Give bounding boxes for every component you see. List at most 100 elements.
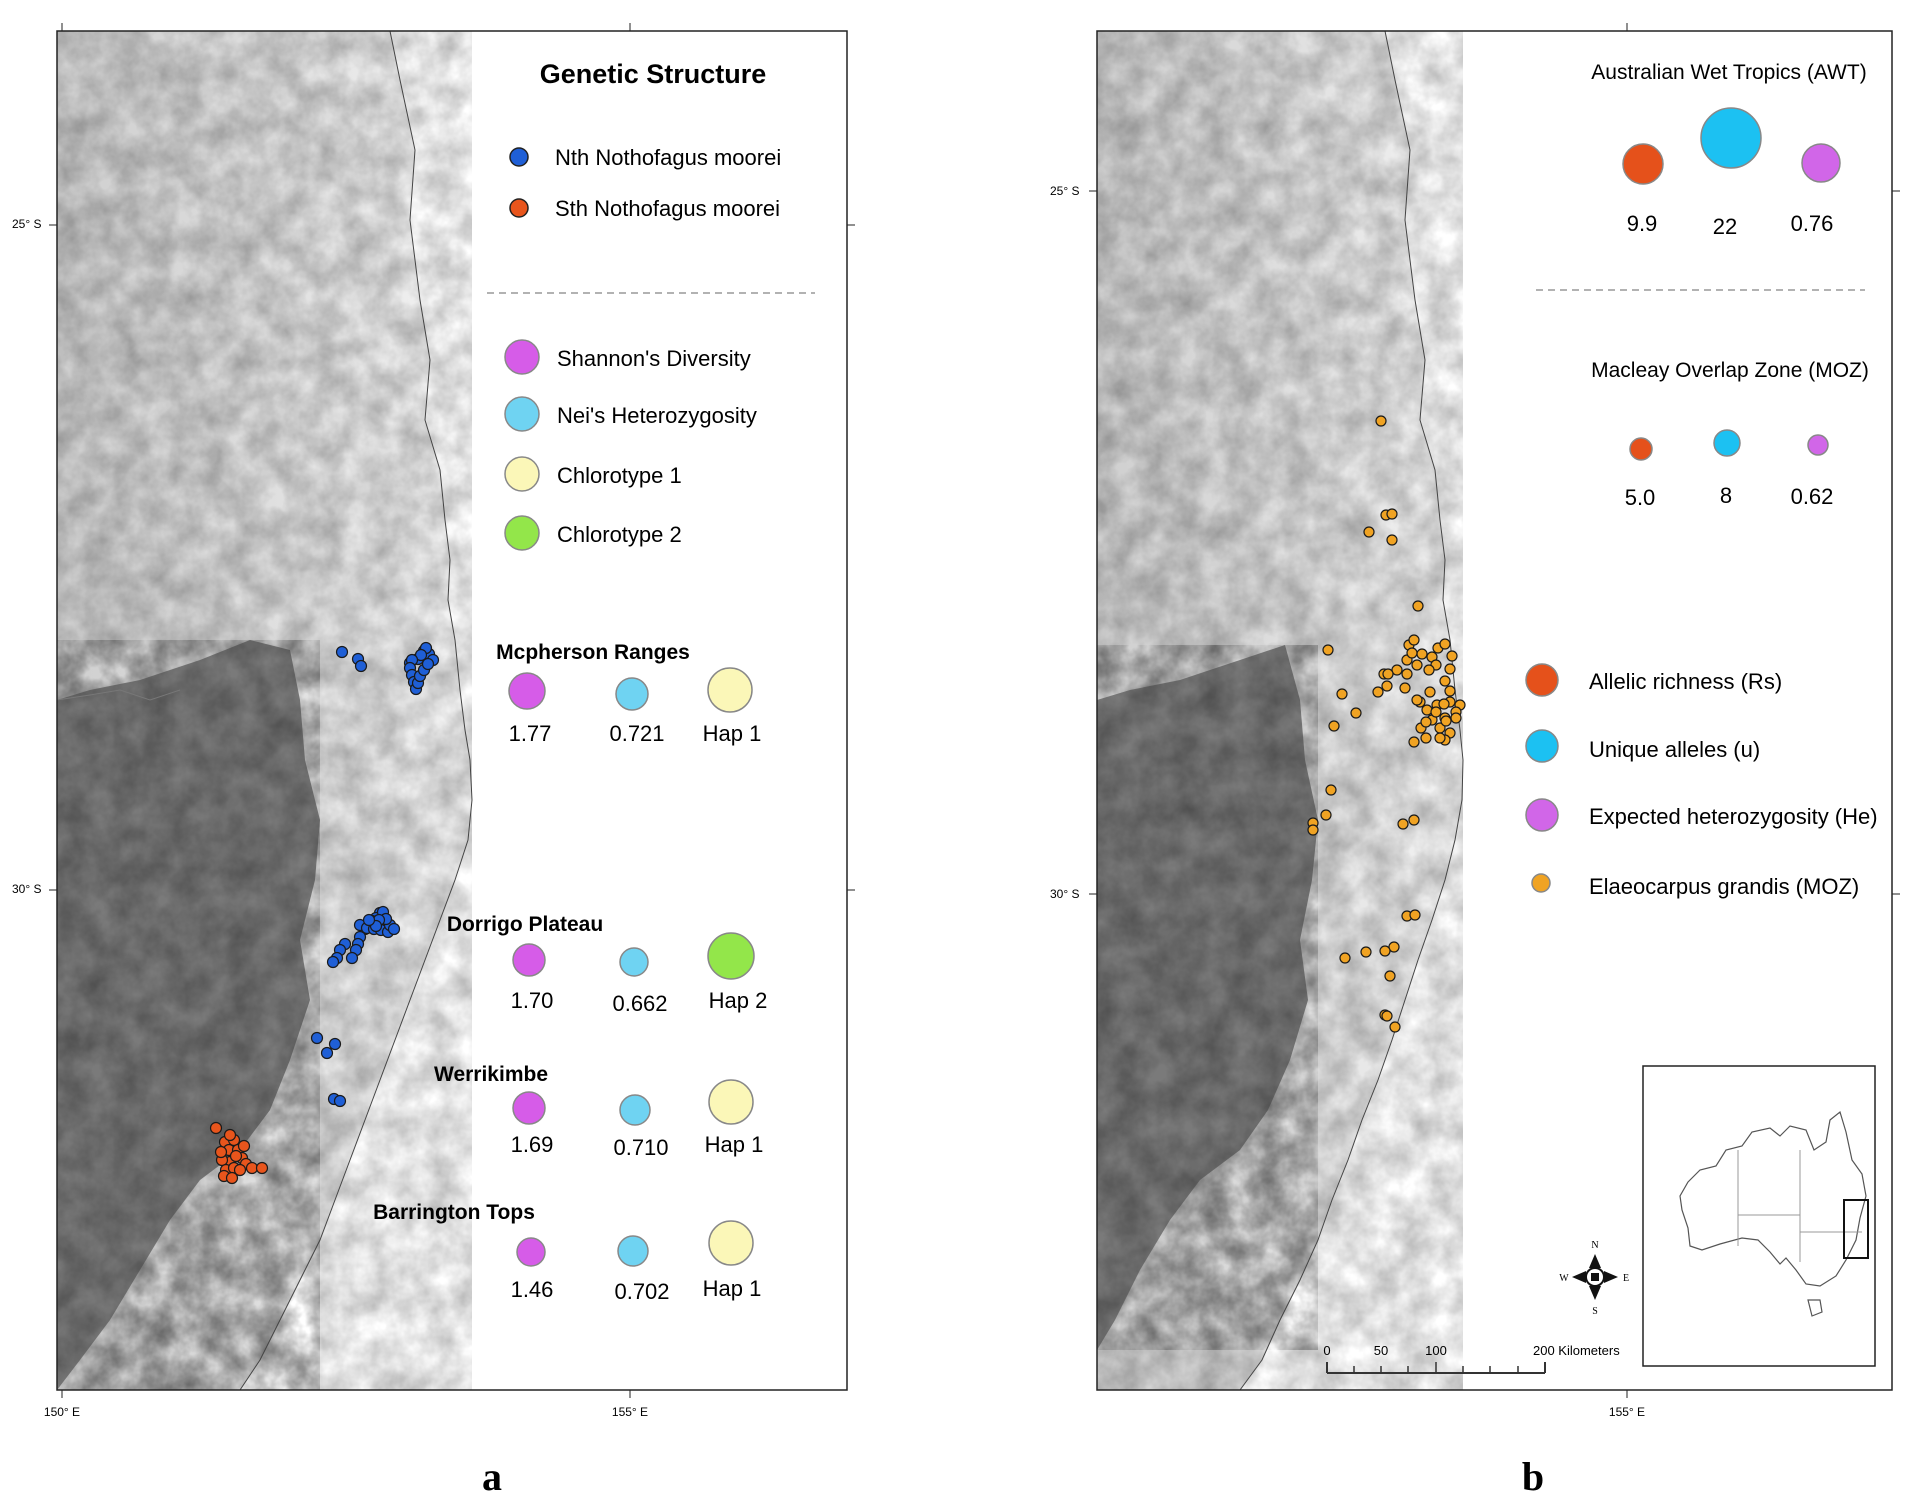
north-sample-point: [354, 659, 368, 673]
south-sample-point: [255, 1161, 269, 1175]
panel-b: 25° S 30° S 155° E Australian Wet Tropic…: [1050, 23, 1900, 1499]
north-sample-point: [414, 648, 428, 662]
elaeocarpus-sample-point: [1408, 634, 1420, 646]
compass-w: W: [1559, 1273, 1569, 1284]
site-barrington: Barrington Tops 1.46 0.702 Hap 1: [373, 1201, 761, 1304]
compass-s: S: [1592, 1306, 1598, 1317]
panel-a-map: [49, 23, 855, 1398]
site-hap-circle: [707, 932, 755, 980]
site-nei-circle: [619, 1094, 651, 1126]
north-sample-point: [421, 657, 435, 671]
eg-legend-label: Elaeocarpus grandis (MOZ): [1589, 874, 1859, 899]
panel-a-lat-30: 30° S: [12, 882, 41, 896]
north-sample-points: [310, 641, 440, 1108]
elaeocarpus-sample-point: [1430, 706, 1442, 718]
elaeocarpus-sample-point: [1439, 675, 1451, 687]
site-hap-value: Hap 1: [703, 721, 762, 746]
elaeocarpus-sample-point: [1416, 648, 1428, 660]
elaeocarpus-sample-point: [1381, 1010, 1393, 1022]
panel-a-coastline: [239, 30, 473, 1391]
panel-a-frame: [56, 30, 848, 1391]
north-sample-point: [345, 951, 359, 965]
panel-a: 25° S 30° S 150° E 155° E Genetic Struct…: [12, 23, 855, 1499]
moz-u-value: 8: [1720, 483, 1732, 508]
elaeocarpus-sample-point: [1389, 1021, 1401, 1033]
scale-bar: 0 50 100 200 Kilometers: [1323, 1343, 1620, 1374]
elaeocarpus-sample-point: [1446, 650, 1458, 662]
south-sample-point: [229, 1149, 243, 1163]
elaeocarpus-sample-points: [1307, 415, 1466, 1033]
elaeocarpus-sample-point: [1438, 698, 1450, 710]
south-sample-points: [209, 1121, 269, 1185]
elaeocarpus-sample-point: [1325, 784, 1337, 796]
elaeocarpus-sample-point: [1420, 716, 1432, 728]
north-sample-point: [335, 645, 349, 659]
elaeocarpus-sample-point: [1336, 688, 1348, 700]
site-mcpherson: Mcpherson Ranges 1.77 0.721 Hap 1: [496, 641, 761, 746]
site-hap-circle: [707, 667, 753, 713]
elaeocarpus-sample-point: [1379, 945, 1391, 957]
site-nei-value: 0.710: [613, 1135, 668, 1160]
elaeocarpus-sample-point: [1399, 682, 1411, 694]
site-hap-circle: [708, 1220, 754, 1266]
south-sample-point: [209, 1121, 223, 1135]
south-legend-label: Sth Nothofagus moorei: [555, 196, 780, 221]
awt-title: Australian Wet Tropics (AWT): [1591, 61, 1866, 84]
south-legend-marker: [509, 198, 529, 218]
moz-title: Macleay Overlap Zone (MOZ): [1591, 359, 1869, 382]
elaeocarpus-sample-point: [1375, 415, 1387, 427]
he-legend-marker: [1525, 798, 1559, 832]
site-nei-circle: [617, 1235, 649, 1267]
site-nei-value: 0.662: [612, 991, 667, 1016]
site-hap-value: Hap 1: [703, 1276, 762, 1301]
south-sample-point: [223, 1128, 237, 1142]
elaeocarpus-sample-point: [1384, 970, 1396, 982]
moz-rs-circle: [1629, 437, 1653, 461]
shannon-legend-marker: [504, 339, 540, 375]
elaeocarpus-sample-point: [1411, 659, 1423, 671]
rs-legend-marker: [1525, 663, 1559, 697]
site-name: Dorrigo Plateau: [447, 913, 603, 936]
site-nei-circle: [619, 947, 649, 977]
scale-0: 0: [1323, 1343, 1330, 1358]
elaeocarpus-sample-point: [1397, 818, 1409, 830]
south-sample-point: [245, 1161, 259, 1175]
elaeocarpus-sample-point: [1434, 732, 1446, 744]
he-legend-label: Expected heterozygosity (He): [1589, 804, 1878, 829]
elaeocarpus-sample-point: [1386, 534, 1398, 546]
site-werrikimbe: Werrikimbe 1.69 0.710 Hap 1: [434, 1063, 763, 1160]
elaeocarpus-sample-point: [1406, 647, 1418, 659]
awt-u-value: 22: [1713, 214, 1737, 239]
elaeocarpus-sample-point: [1363, 526, 1375, 538]
elaeocarpus-sample-point: [1409, 909, 1421, 921]
panel-a-lon-155: 155° E: [612, 1405, 648, 1419]
site-shannon-circle: [512, 1091, 546, 1125]
awt-he-circle: [1801, 143, 1841, 183]
scale-100: 100: [1425, 1343, 1447, 1358]
site-nei-circle: [615, 677, 649, 711]
elaeocarpus-sample-point: [1307, 824, 1319, 836]
south-sample-point: [214, 1145, 228, 1159]
north-sample-point: [333, 1094, 347, 1108]
australia-outline: [1679, 1110, 1867, 1287]
elaeocarpus-sample-point: [1444, 685, 1456, 697]
chlorotype2-legend-label: Chlorotype 2: [557, 522, 682, 547]
chlorotype2-legend-marker: [504, 515, 540, 551]
north-legend-marker: [509, 147, 529, 167]
scale-200: 200 Kilometers: [1533, 1343, 1620, 1358]
moz-rs-value: 5.0: [1625, 485, 1656, 510]
shannon-legend-label: Shannon's Diversity: [557, 346, 751, 371]
panel-b-lat-25: 25° S: [1050, 184, 1079, 198]
compass-n: N: [1591, 1240, 1598, 1251]
site-name: Barrington Tops: [373, 1201, 535, 1224]
south-sample-point: [225, 1171, 239, 1185]
site-shannon-value: 1.70: [511, 988, 554, 1013]
elaeocarpus-sample-point: [1424, 686, 1436, 698]
south-sample-point: [233, 1163, 247, 1177]
elaeocarpus-sample-point: [1322, 644, 1334, 656]
north-legend-label: Nth Nothofagus moorei: [555, 145, 781, 170]
elaeocarpus-sample-point: [1444, 663, 1456, 675]
elaeocarpus-sample-point: [1381, 680, 1393, 692]
elaeocarpus-sample-point: [1360, 946, 1372, 958]
south-sample-point: [237, 1139, 251, 1153]
